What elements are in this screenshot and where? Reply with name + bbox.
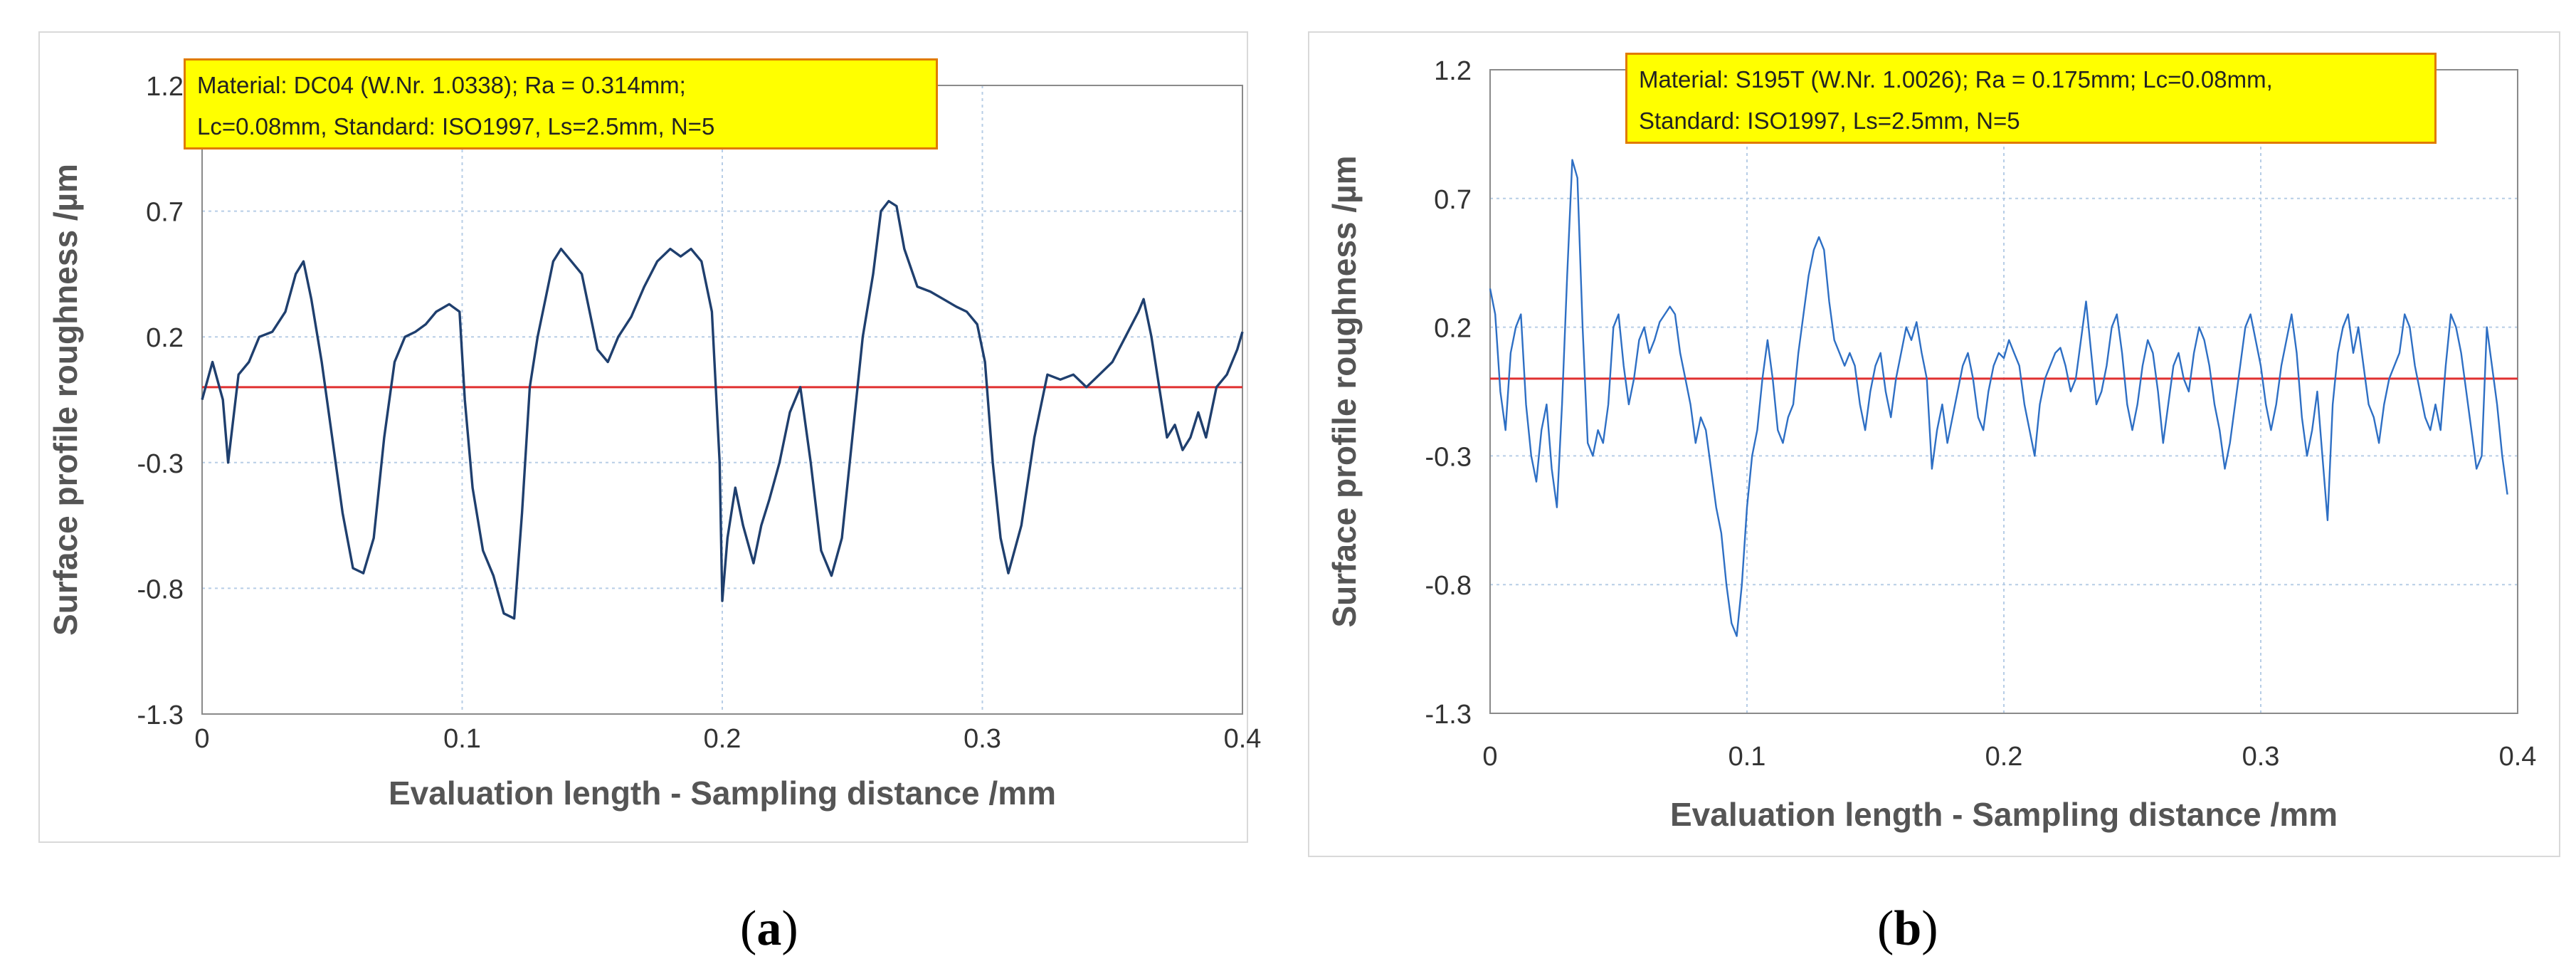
x-axis-label: Evaluation length - Sampling distance /m…	[389, 775, 1056, 812]
x-tick-label: 0.3	[2242, 742, 2280, 772]
caption-a-letter: a	[756, 901, 782, 956]
annotation-a-line-2: Lc=0.08mm, Standard: ISO1997, Ls=2.5mm, …	[197, 113, 715, 140]
roughness-series-line	[1489, 159, 2508, 637]
y-tick-label: 0.2	[1434, 314, 1472, 344]
y-tick-label: -0.3	[1425, 442, 1472, 472]
caption-a: (a)	[740, 901, 798, 956]
y-tick-label: -0.8	[137, 574, 184, 604]
y-tick-label: 1.2	[1434, 56, 1472, 86]
x-tick-label: 0.3	[964, 724, 1001, 754]
x-tick-label: 0.2	[704, 724, 741, 754]
x-tick-label: 0	[194, 724, 209, 754]
annotation-b-line-1: Material: S195T (W.Nr. 1.0026); Ra = 0.1…	[1639, 66, 2273, 93]
annotation-a-line-1: Material: DC04 (W.Nr. 1.0338); Ra = 0.31…	[197, 72, 686, 98]
y-axis-label: Surface profile roughness /µm	[1326, 156, 1363, 628]
chart-b-canvas: 1.2 0.7 0.2 -0.3 -0.8 -1.3 0 0.1 0.2 0.3 0.4 Evalua…	[1326, 56, 2536, 833]
chart-panel-b	[1308, 31, 2560, 857]
y-axis-label: Surface profile roughness /µm	[47, 164, 84, 636]
y-tick-label: 0.7	[146, 198, 184, 228]
y-tick-label: -0.3	[137, 449, 184, 479]
y-tick-label: -1.3	[137, 700, 184, 730]
y-tick-label: 1.2	[146, 72, 184, 102]
caption-b-letter: b	[1894, 901, 1922, 956]
x-axis-label: Evaluation length - Sampling distance /m…	[1670, 796, 2338, 833]
y-tick-label: 0.7	[1434, 185, 1472, 215]
x-tick-label: 0.4	[2499, 742, 2537, 772]
x-tick-label: 0.1	[443, 724, 481, 754]
x-tick-label: 0.2	[1985, 742, 2023, 772]
y-tick-label: -0.8	[1425, 571, 1472, 601]
annotation-box-a: Material: DC04 (W.Nr. 1.0338); Ra = 0.31…	[184, 58, 938, 149]
annotation-box-b: Material: S195T (W.Nr. 1.0026); Ra = 0.1…	[1625, 53, 2437, 144]
y-tick-label: -1.3	[1425, 700, 1472, 730]
x-tick-label: 0	[1482, 742, 1497, 772]
roughness-series-line	[201, 199, 1244, 620]
y-tick-label: 0.2	[146, 323, 184, 353]
x-tick-label: 0.1	[1728, 742, 1766, 772]
caption-b: (b)	[1877, 901, 1938, 956]
x-tick-label: 0.4	[1224, 724, 1262, 754]
chart-panel-a	[38, 31, 1248, 843]
annotation-b-line-2: Standard: ISO1997, Ls=2.5mm, N=5	[1639, 107, 2020, 134]
